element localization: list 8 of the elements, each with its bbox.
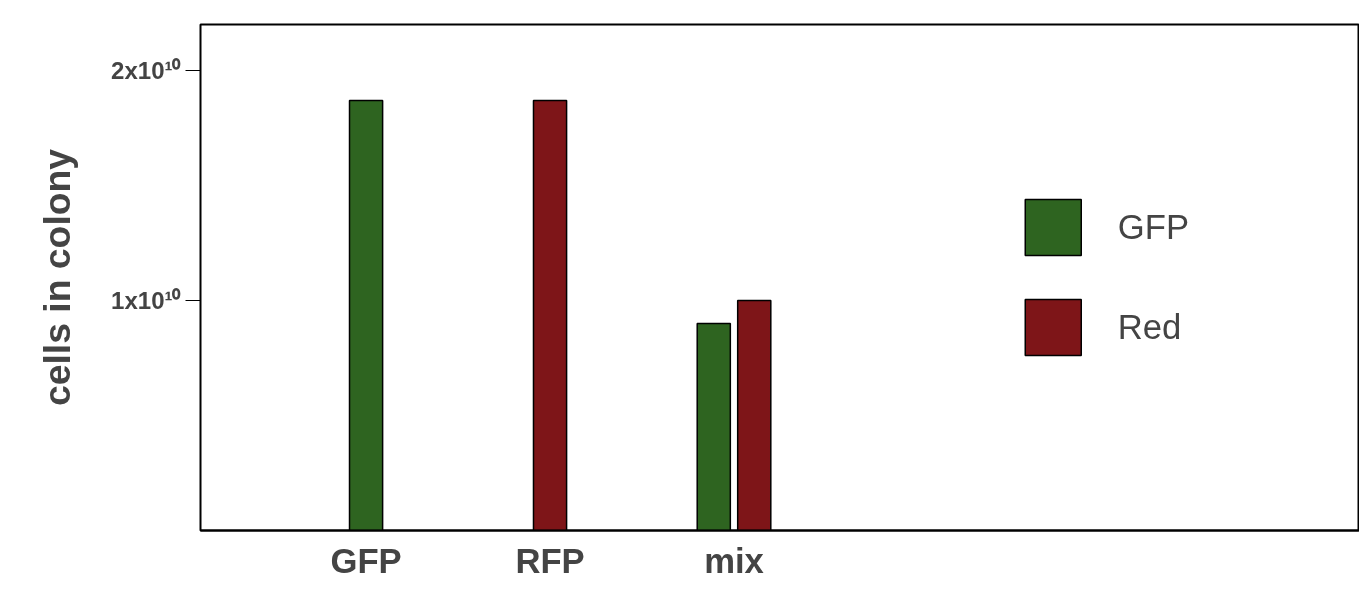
y-axis-title: cells in colony xyxy=(36,148,79,407)
legend-label: Red xyxy=(1117,307,1182,347)
x-tick-label: mix xyxy=(704,541,765,580)
legend-label: GFP xyxy=(1117,207,1189,247)
y-tick-label: 2x10¹⁰ xyxy=(111,57,182,84)
x-tick-label: RFP xyxy=(515,541,585,580)
x-tick-label: GFP xyxy=(330,541,402,580)
y-tick-label: 1x10¹⁰ xyxy=(111,287,182,314)
